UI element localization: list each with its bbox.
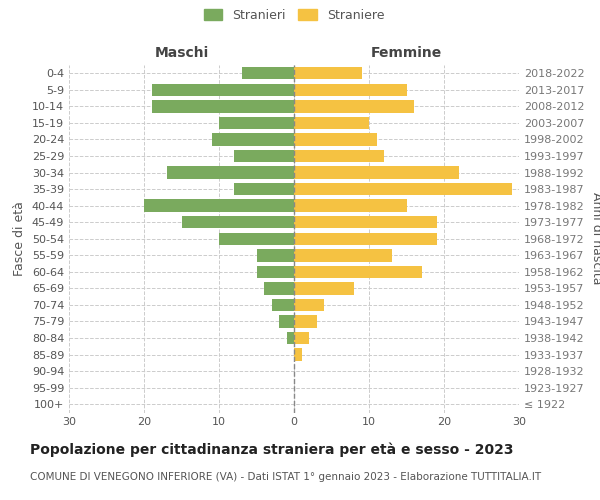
Bar (294, 183, 511, 196)
Bar (257, 249, 294, 262)
Bar (294, 150, 384, 162)
Bar (294, 134, 377, 145)
Bar (241, 67, 294, 80)
Bar (219, 232, 294, 245)
Y-axis label: Fasce di età: Fasce di età (13, 202, 26, 276)
Bar (182, 216, 294, 228)
Bar (279, 316, 294, 328)
Bar (294, 348, 302, 361)
Y-axis label: Anni di nascita: Anni di nascita (590, 192, 600, 285)
Bar (271, 298, 294, 311)
Text: Popolazione per cittadinanza straniera per età e sesso - 2023: Popolazione per cittadinanza straniera p… (30, 442, 514, 457)
Bar (294, 116, 369, 129)
Bar (294, 316, 317, 328)
Bar (151, 84, 294, 96)
Bar (294, 266, 421, 278)
Bar (294, 166, 459, 179)
Bar (264, 282, 294, 294)
Bar (294, 249, 392, 262)
Bar (151, 100, 294, 112)
Bar (294, 216, 437, 228)
Text: COMUNE DI VENEGONO INFERIORE (VA) - Dati ISTAT 1° gennaio 2023 - Elaborazione TU: COMUNE DI VENEGONO INFERIORE (VA) - Dati… (30, 472, 541, 482)
Bar (294, 100, 414, 112)
Bar (294, 332, 309, 344)
Text: Maschi: Maschi (154, 46, 209, 60)
Bar (144, 200, 294, 212)
Bar (294, 298, 324, 311)
Bar (294, 282, 354, 294)
Bar (294, 84, 407, 96)
Bar (234, 150, 294, 162)
Bar (219, 116, 294, 129)
Bar (167, 166, 294, 179)
Bar (294, 232, 437, 245)
Bar (294, 67, 361, 80)
Bar (287, 332, 294, 344)
Bar (234, 183, 294, 196)
Text: Femmine: Femmine (371, 46, 442, 60)
Bar (212, 134, 294, 145)
Bar (294, 200, 407, 212)
Bar (257, 266, 294, 278)
Legend: Stranieri, Straniere: Stranieri, Straniere (201, 6, 387, 24)
